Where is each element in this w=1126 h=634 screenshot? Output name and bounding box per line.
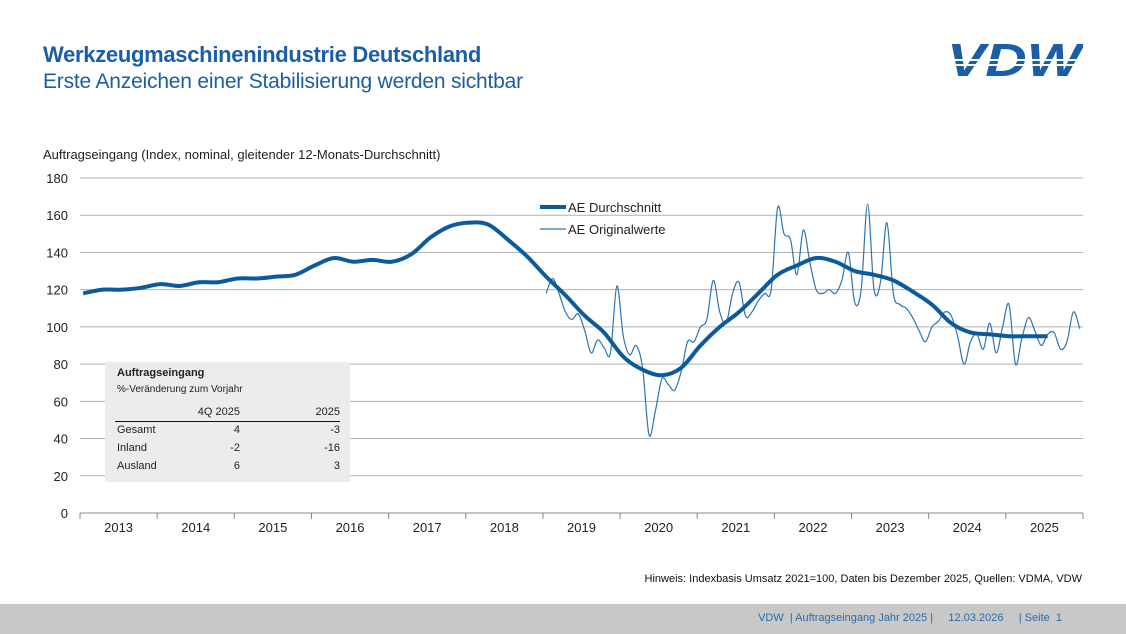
x-tick-label: 2021 (721, 520, 750, 535)
table-title: Auftragseingang (117, 367, 205, 379)
column-header: 2025 (315, 406, 340, 418)
y-axis-label: Auftragseingang (Index, nominal, gleiten… (43, 147, 441, 162)
column-header: 4Q 2025 (197, 406, 240, 418)
footer-text: VDW | Auftragseingang Jahr 2025 | 12.03.… (758, 612, 1062, 624)
cell-q4: 4 (233, 424, 240, 436)
x-tick-label: 2015 (258, 520, 287, 535)
y-tick-label: 140 (46, 245, 68, 260)
x-tick-label: 2018 (490, 520, 519, 535)
table-row: Gesamt 4 -3 (115, 424, 340, 440)
table-header: 4Q 2025 2025 (115, 406, 340, 422)
y-tick-label: 180 (46, 171, 68, 186)
table-row: Ausland 6 3 (115, 460, 340, 476)
x-tick-label: 2024 (953, 520, 982, 535)
x-tick-label: 2022 (799, 520, 828, 535)
x-tick-label: 2014 (181, 520, 210, 535)
y-tick-label: 20 (54, 469, 68, 484)
x-tick-label: 2020 (644, 520, 673, 535)
series-line-ae-durchschnitt (82, 220, 1048, 378)
row-label: Inland (117, 442, 147, 454)
y-tick-label: 160 (46, 208, 68, 223)
legend-label: AE Durchschnitt (568, 200, 662, 215)
legend-label: AE Originalwerte (568, 222, 666, 237)
y-tick-label: 100 (46, 320, 68, 335)
cell-year: 3 (333, 460, 340, 472)
order-intake-table: Auftragseingang %-Veränderung zum Vorjah… (105, 362, 350, 482)
row-label: Ausland (117, 460, 157, 472)
y-tick-label: 60 (54, 394, 68, 409)
x-tick-label: 2019 (567, 520, 596, 535)
x-tick-label: 2023 (876, 520, 905, 535)
x-tick-label: 2016 (336, 520, 365, 535)
slide-subtitle: Erste Anzeichen einer Stabilisierung wer… (43, 70, 523, 93)
cell-q4: 6 (233, 460, 240, 472)
footer-bar: VDW | Auftragseingang Jahr 2025 | 12.03.… (0, 604, 1126, 634)
x-tick-label: 2025 (1030, 520, 1059, 535)
y-tick-label: 40 (54, 432, 68, 447)
slide-title: Werkzeugmaschinenindustrie Deutschland (43, 42, 482, 67)
y-tick-label: 80 (54, 357, 68, 372)
vdw-logo: VDW (945, 38, 1083, 80)
x-tick-label: 2017 (413, 520, 442, 535)
table-row: Inland -2 -16 (115, 442, 340, 458)
y-tick-label: 120 (46, 283, 68, 298)
source-note: Hinweis: Indexbasis Umsatz 2021=100, Dat… (644, 573, 1082, 585)
line-chart: 0 20 40 60 80 100 120 140 160 180 2013 2014 2015 2016… (46, 171, 1084, 535)
table-subtitle: %-Veränderung zum Vorjahr (117, 384, 243, 395)
cell-q4: -2 (230, 442, 240, 454)
y-tick-label: 0 (61, 506, 68, 521)
cell-year: -3 (330, 424, 340, 436)
row-label: Gesamt (117, 424, 156, 436)
cell-year: -16 (324, 442, 340, 454)
x-tick-label: 2013 (104, 520, 133, 535)
series-line-ae-originalwerte (545, 203, 1081, 437)
